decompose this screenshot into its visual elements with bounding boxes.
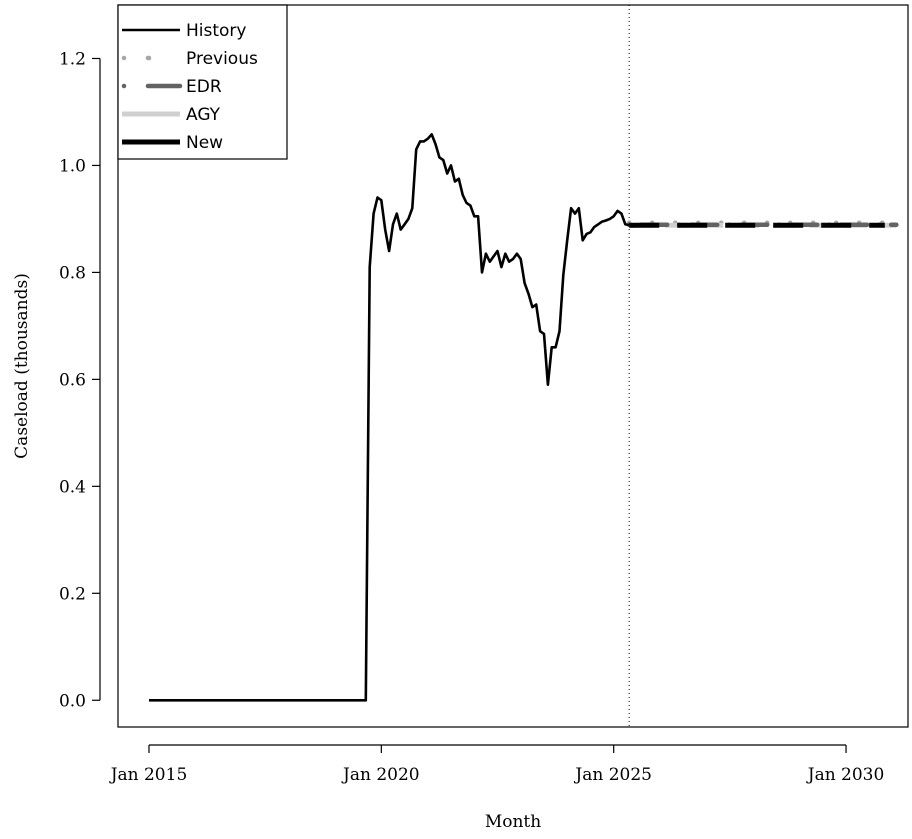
y-tick-label: 0.4 <box>59 477 86 497</box>
legend-label-history: History <box>186 21 246 41</box>
plot-layer <box>149 5 899 727</box>
y-tick-label: 1.2 <box>59 49 86 69</box>
x-tick-label: Jan 2015 <box>109 765 188 785</box>
legend-label-previous: Previous <box>186 49 258 69</box>
y-tick-label: 0.6 <box>59 370 86 390</box>
y-tick-label: 0.2 <box>59 584 86 604</box>
y-tick-label: 0.0 <box>59 691 86 711</box>
y-tick-label: 1.0 <box>59 156 86 176</box>
axis-layer: Jan 2015 Jan 2020 Jan 2025 Jan 2030 0.0 0.2 0.… <box>59 49 884 785</box>
plot-frame <box>117 4 909 728</box>
x-tick-label: Jan 2020 <box>341 765 420 785</box>
y-tick-label: 0.8 <box>59 263 86 283</box>
legend: History Previous EDR AGY New <box>117 4 288 160</box>
x-axis-label: Month <box>485 812 541 832</box>
legend-swatch-dot <box>146 55 152 61</box>
legend-label-new: New <box>186 133 223 153</box>
series-line-history <box>149 133 630 702</box>
x-tick-label: Jan 2025 <box>573 765 652 785</box>
x-tick-label: Jan 2030 <box>806 765 885 785</box>
legend-label-agy: AGY <box>186 105 221 125</box>
y-axis-label: Caseload (thousands) <box>12 273 32 459</box>
legend-label-edr: EDR <box>186 77 222 97</box>
